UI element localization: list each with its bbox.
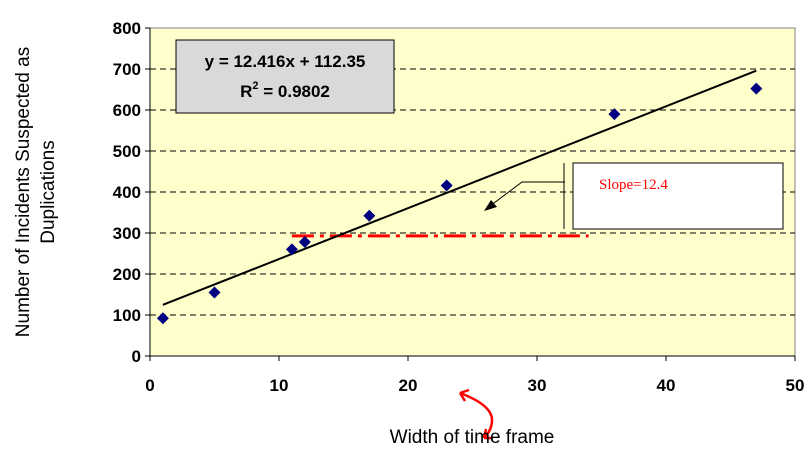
data-point [156,312,169,325]
y-tick-label: 700 [113,60,141,79]
x-tick-label: 30 [528,376,547,395]
slope-arc [459,391,494,439]
data-point [608,108,621,121]
y-tick-label: 300 [113,224,141,243]
r-squared-sup: 2 [252,80,258,92]
data-point [363,209,376,222]
slope-annotation: Slope=12.4 [458,162,784,440]
r-squared-label: R [240,82,252,101]
equation-text: y = 12.416x + 112.35 [205,52,366,71]
y-axis-title-line-2: Duplications [38,140,59,244]
y-axis-title: Number of Incidents Suspected as Duplica… [13,47,59,337]
trendline-path [162,69,757,306]
callout-leader [489,181,565,207]
slope-callout-box [572,162,784,230]
gridlines [150,68,795,316]
r-squared-text: R2 = 0.9802 [240,80,330,101]
y-tick-label: 0 [132,347,141,366]
y-tick-label: 800 [113,19,141,38]
x-axis-title: Width of time frame [390,427,555,448]
x-tick-label: 0 [145,376,154,395]
slope-arc-arrowhead-bottom [482,428,493,440]
data-point [285,243,298,256]
y-tick-label: 400 [113,183,141,202]
x-tick-label: 40 [657,376,676,395]
y-tick-label: 100 [113,306,141,325]
x-tick-label: 50 [786,376,805,395]
r-squared-value: = 0.9802 [259,82,330,101]
equation-box: y = 12.416x + 112.35 R2 = 0.9802 [175,39,395,114]
data-point [298,236,311,249]
y-tick-label: 600 [113,101,141,120]
axes [145,27,796,361]
slope-text: Slope=12.4 [599,177,668,193]
equation-box-frame [175,39,395,114]
data-points [156,82,763,325]
x-tick-label: 10 [270,376,289,395]
y-tick-label: 500 [113,142,141,161]
x-tick-label: 20 [399,376,418,395]
callout-arrowhead [484,200,497,211]
data-point [440,179,453,192]
trendline [162,69,757,306]
data-point [208,286,221,299]
data-point [750,82,763,95]
y-tick-label: 200 [113,265,141,284]
tick-labels: 0 100 200 300 400 500 600 700 800 0 10 20 30 40 50 [113,19,805,395]
y-axis-title-line-1: Number of Incidents Suspected as [13,47,34,337]
slope-arc-arrowhead-top [458,388,470,402]
